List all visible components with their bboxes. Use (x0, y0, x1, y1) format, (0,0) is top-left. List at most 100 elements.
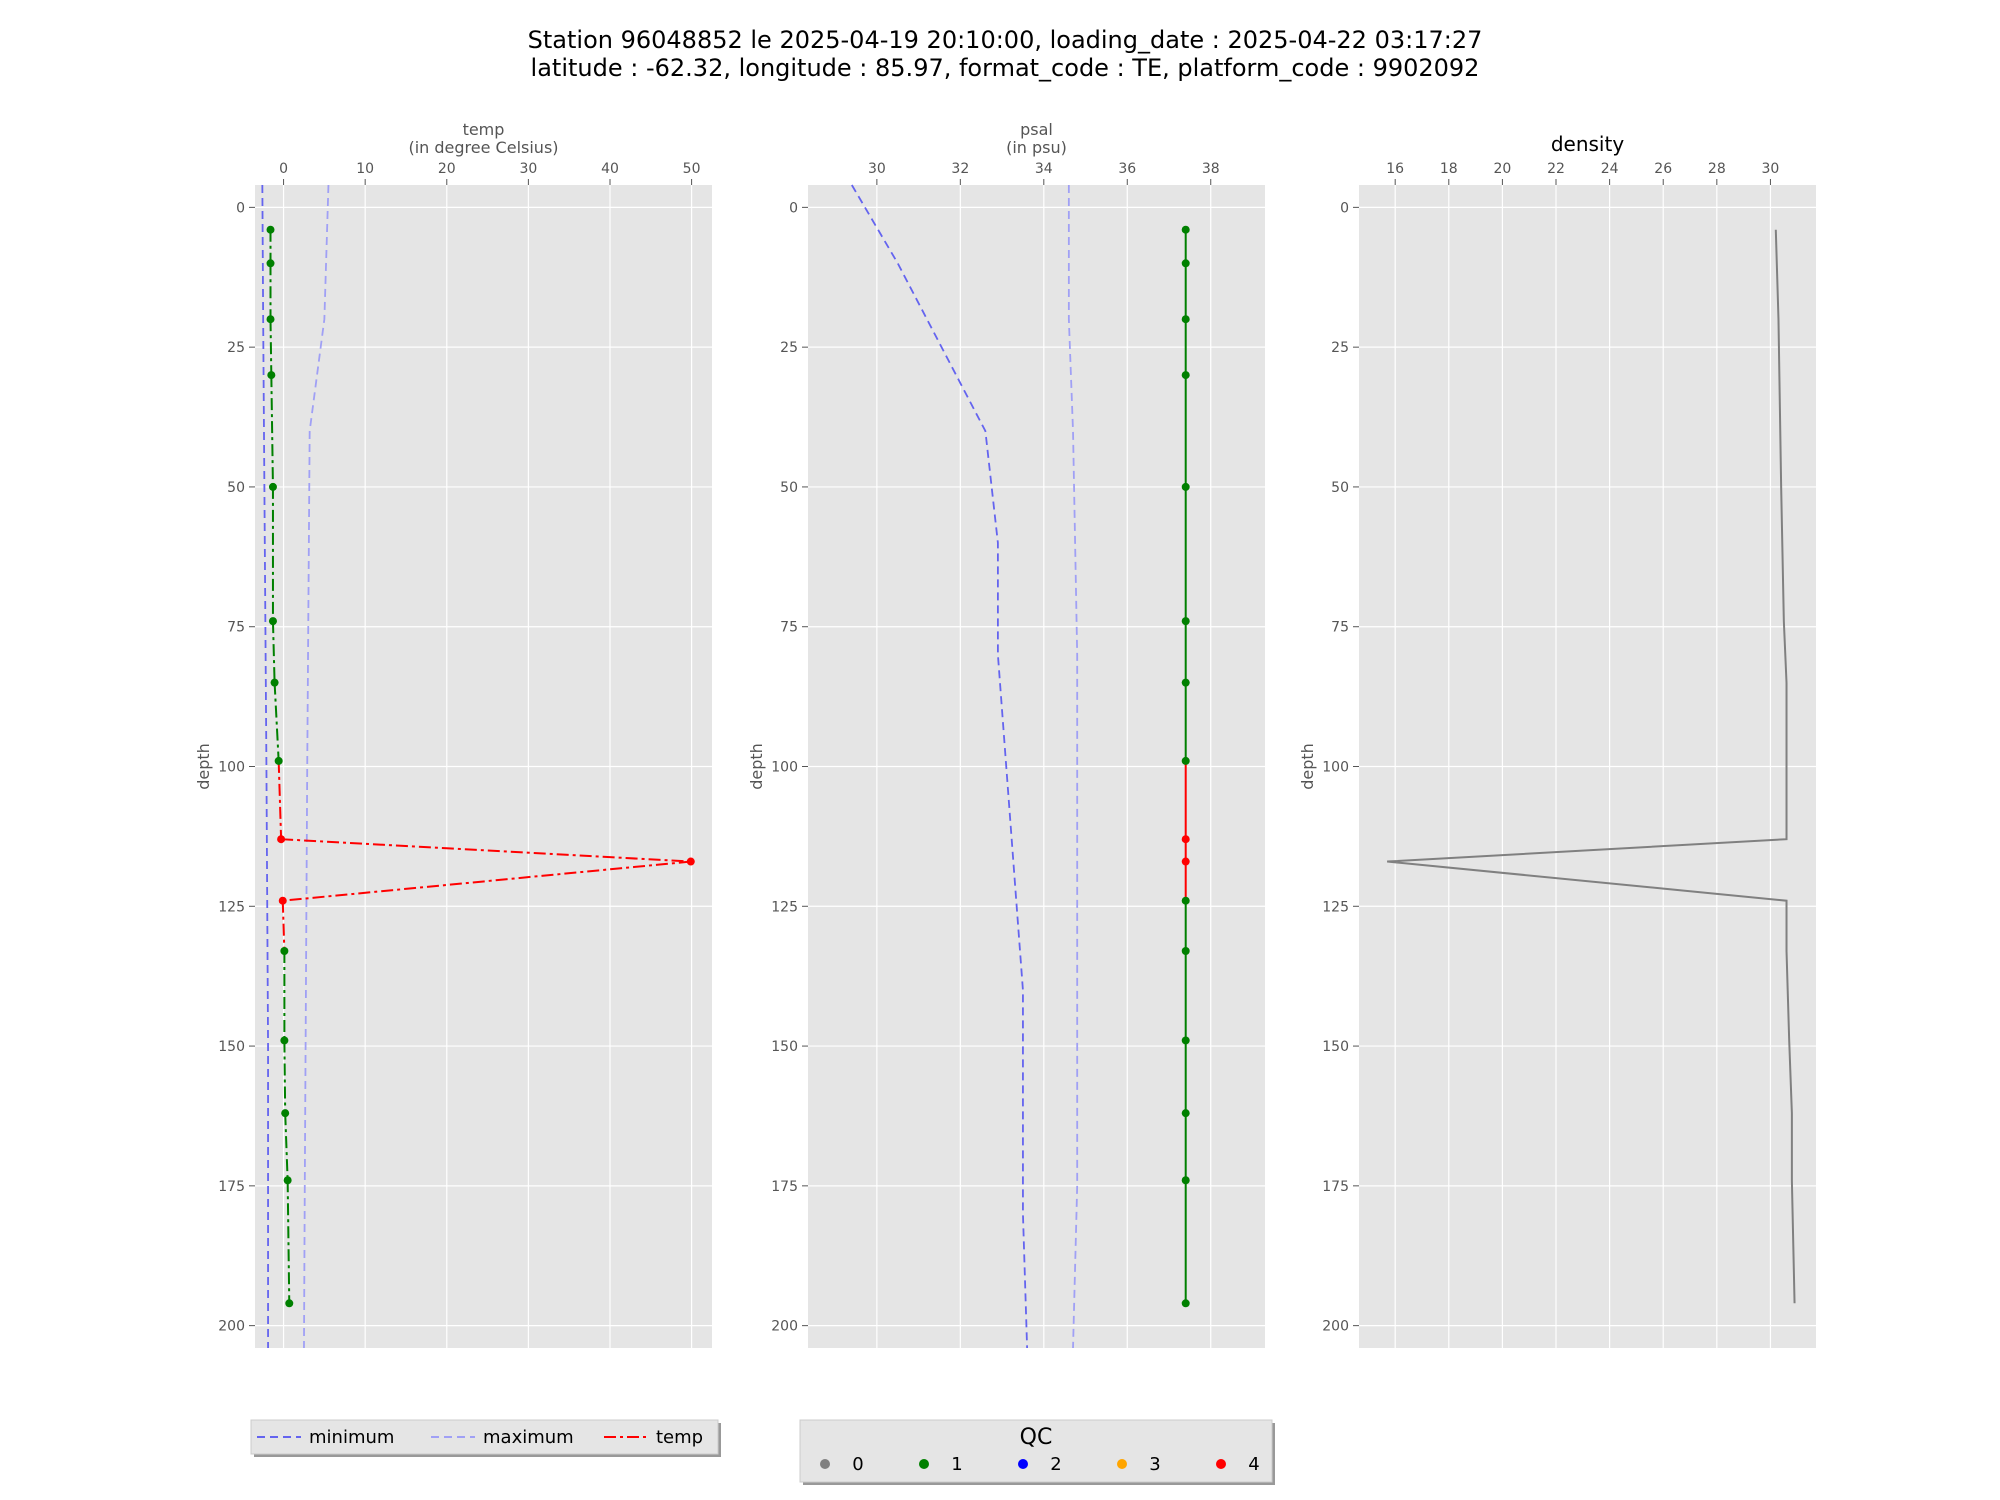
psal-psal-point (1181, 678, 1190, 687)
density-x-tick-label: 18 (1440, 161, 1458, 177)
qc-legend-marker (1216, 1459, 1226, 1469)
temp-y-tick-label: 50 (227, 480, 245, 496)
temp-y-tick-label: 150 (218, 1039, 245, 1055)
temp-temp-segment (286, 1180, 291, 1304)
qc-legend-label: 3 (1149, 1454, 1160, 1475)
psal-psal-point (1181, 315, 1190, 324)
psal-psal-point (1181, 947, 1190, 956)
density-y-tick-label: 0 (1340, 200, 1349, 216)
psal-x-tick-label: 36 (1118, 161, 1136, 177)
density-y-tick-label: 125 (1322, 899, 1349, 915)
density-y-tick-label: 175 (1322, 1179, 1349, 1195)
qc-legend-marker (1018, 1459, 1028, 1469)
psal-psal-point (1181, 1299, 1190, 1308)
line-legend-box (250, 1419, 719, 1455)
psal-y-tick-label: 75 (780, 620, 798, 636)
temp-temp-point (274, 756, 283, 765)
temp-temp-point (266, 315, 275, 324)
qc-legend-label: 4 (1248, 1454, 1259, 1475)
psal-psal-point (1181, 857, 1190, 866)
qc-legend-label: 0 (852, 1454, 863, 1475)
psal-x-axis-label: psal (1020, 120, 1053, 139)
temp-temp-segment (284, 1113, 289, 1181)
density-y-tick-label: 25 (1331, 340, 1349, 356)
density-density-line (1387, 229, 1796, 1304)
density-x-tick-label: 20 (1493, 161, 1511, 177)
density-y-tick-label: 200 (1322, 1319, 1349, 1335)
temp-y-axis-label: depth (194, 743, 213, 790)
psal-y-tick-label: 175 (771, 1179, 798, 1195)
density-y-tick-label: 75 (1331, 620, 1349, 636)
temp-y-tick-label: 125 (218, 899, 245, 915)
temp-x-tick-label: 0 (279, 161, 288, 177)
temp-y-tick-label: 200 (218, 1319, 245, 1335)
psal-psal-point (1181, 835, 1190, 844)
temp-temp-segment (271, 621, 276, 683)
psal-y-tick-label: 150 (771, 1039, 798, 1055)
temp-y-tick-label: 100 (218, 760, 245, 776)
density-y-tick-label: 150 (1322, 1039, 1349, 1055)
temp-temp-point (283, 1176, 292, 1185)
psal-psal-point (1181, 1176, 1190, 1185)
qc-legend-marker (820, 1459, 830, 1469)
temp-panel: 0 25 50 75 100 125 150 175 200 0 10 20 30 40 50 depth te… (194, 120, 712, 1349)
psal-psal-point (1181, 482, 1190, 491)
qc-legend-marker (1117, 1459, 1127, 1469)
temp-temp-point (280, 947, 289, 956)
qc-legend-label: 1 (951, 1454, 962, 1475)
temp-temp-segment (269, 319, 273, 376)
temp-temp-point (277, 835, 286, 844)
temp-temp-segment (281, 900, 286, 952)
psal-maximum-line (1067, 185, 1079, 1349)
temp-temp-segment (277, 760, 283, 840)
psal-x-tick-label: 32 (951, 161, 969, 177)
density-x-tick-label: 22 (1547, 161, 1565, 177)
psal-psal-point (1181, 259, 1190, 268)
temp-y-tick-label: 175 (218, 1179, 245, 1195)
legend-minimum-label: minimum (309, 1427, 394, 1448)
psal-psal-point (1181, 896, 1190, 905)
temp-x-tick-label: 30 (519, 161, 537, 177)
temp-temp-point (266, 259, 275, 268)
psal-x-tick-label: 34 (1035, 161, 1053, 177)
legend-maximum-label: maximum (483, 1427, 574, 1448)
temp-x-tick-label: 10 (356, 161, 374, 177)
psal-y-tick-label: 200 (771, 1319, 798, 1335)
psal-y-tick-label: 100 (771, 760, 798, 776)
psal-y-tick-label: 125 (771, 899, 798, 915)
temp-y-tick-label: 25 (227, 340, 245, 356)
density-panel-title: density (1551, 132, 1624, 156)
qc-legend: QC 0 1 2 3 4 (799, 1419, 1275, 1485)
temp-y-tick-label: 0 (236, 200, 245, 216)
psal-psal-point (1181, 617, 1190, 626)
psal-psal-point (1181, 756, 1190, 765)
line-style-legend: minimum maximum temp (250, 1419, 721, 1457)
density-y-tick-label: 50 (1331, 480, 1349, 496)
temp-temp-point (281, 1109, 290, 1118)
psal-x-tick-label: 30 (868, 161, 886, 177)
psal-x-tick-label: 38 (1202, 161, 1220, 177)
qc-legend-label: 2 (1050, 1454, 1061, 1475)
psal-y-tick-label: 25 (780, 340, 798, 356)
temp-temp-point (278, 896, 287, 905)
temp-temp-segment (270, 375, 274, 487)
density-y-axis-label: depth (1298, 743, 1317, 790)
psal-y-axis-label: depth (747, 743, 766, 790)
temp-temp-point (285, 1299, 294, 1308)
psal-y-tick-label: 0 (789, 200, 798, 216)
psal-minimum-line (851, 184, 1029, 1349)
temp-temp-point (267, 371, 276, 380)
psal-psal-point (1181, 371, 1190, 380)
temp-x-tick-label: 20 (438, 161, 456, 177)
density-x-tick-label: 24 (1601, 161, 1619, 177)
figure-title-line1: Station 96048852 le 2025-04-19 20:10:00,… (528, 26, 1483, 54)
density-x-tick-label: 30 (1762, 161, 1780, 177)
temp-temp-point (686, 857, 695, 866)
temp-temp-point (280, 1036, 289, 1045)
qc-legend-box (799, 1419, 1273, 1483)
temp-x-tick-label: 50 (683, 161, 701, 177)
qc-legend-title: QC (1020, 1425, 1053, 1450)
temp-temp-point (270, 678, 279, 687)
density-x-tick-label: 26 (1654, 161, 1672, 177)
